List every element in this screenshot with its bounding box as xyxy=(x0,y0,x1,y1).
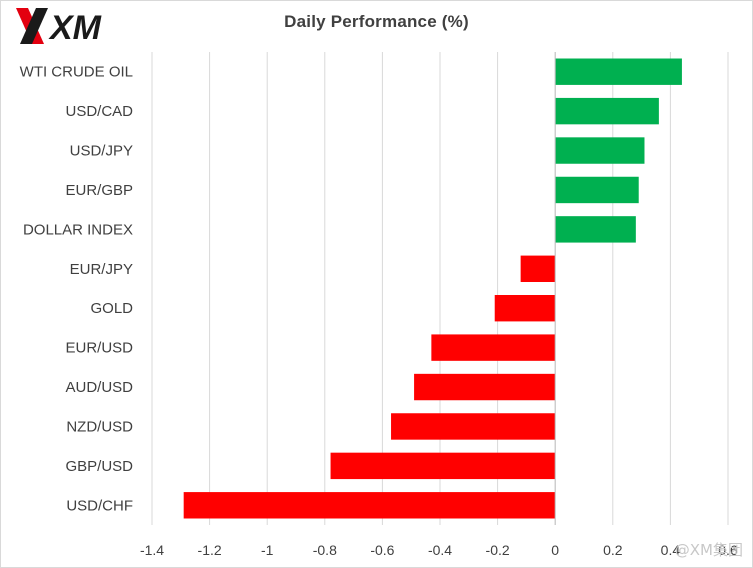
bar-wti-crude-oil xyxy=(555,58,682,85)
x-tick-label: 0.4 xyxy=(661,542,681,558)
bar-eur-usd xyxy=(431,334,556,361)
bar-dollar-index xyxy=(555,216,636,243)
bar-aud-usd xyxy=(414,373,556,401)
category-label: USD/CAD xyxy=(65,103,133,120)
x-tick-label: -0.8 xyxy=(313,542,337,558)
x-tick-label: -0.6 xyxy=(370,542,394,558)
category-label: USD/CHF xyxy=(66,497,133,514)
category-label: EUR/GBP xyxy=(65,182,133,199)
category-label: USD/JPY xyxy=(70,143,133,160)
watermark: @XM集团 xyxy=(674,541,743,559)
x-tick-label: 0 xyxy=(551,542,559,558)
x-tick-label: 0.2 xyxy=(603,542,623,558)
bar-usd-jpy xyxy=(555,137,645,164)
category-label: AUD/USD xyxy=(65,379,133,396)
category-label: DOLLAR INDEX xyxy=(23,221,133,238)
xm-logo: XM xyxy=(16,8,102,46)
x-tick-label: -1.2 xyxy=(198,542,222,558)
logo-text: XM xyxy=(48,9,102,46)
category-label: WTI CRUDE OIL xyxy=(20,64,133,81)
category-label: EUR/USD xyxy=(65,340,133,357)
category-label: NZD/USD xyxy=(66,418,133,435)
category-label: EUR/JPY xyxy=(70,261,133,278)
bar-gbp-usd xyxy=(330,452,556,480)
bar-usd-chf xyxy=(183,492,556,519)
category-label: GOLD xyxy=(90,300,133,317)
x-tick-label: -1.4 xyxy=(140,542,164,558)
bar-nzd-usd xyxy=(391,413,556,440)
bar-usd-cad xyxy=(555,97,659,125)
x-tick-label: -0.2 xyxy=(486,542,510,558)
x-tick-label: 0.6 xyxy=(718,542,738,558)
bar-gold xyxy=(494,295,556,322)
chart-title: Daily Performance (%) xyxy=(284,12,469,31)
bar-eur-jpy xyxy=(520,255,556,282)
x-tick-label: -1 xyxy=(261,542,274,558)
bar-eur-gbp xyxy=(555,176,639,204)
x-tick-label: -0.4 xyxy=(428,542,452,558)
category-label: GBP/USD xyxy=(65,458,133,475)
